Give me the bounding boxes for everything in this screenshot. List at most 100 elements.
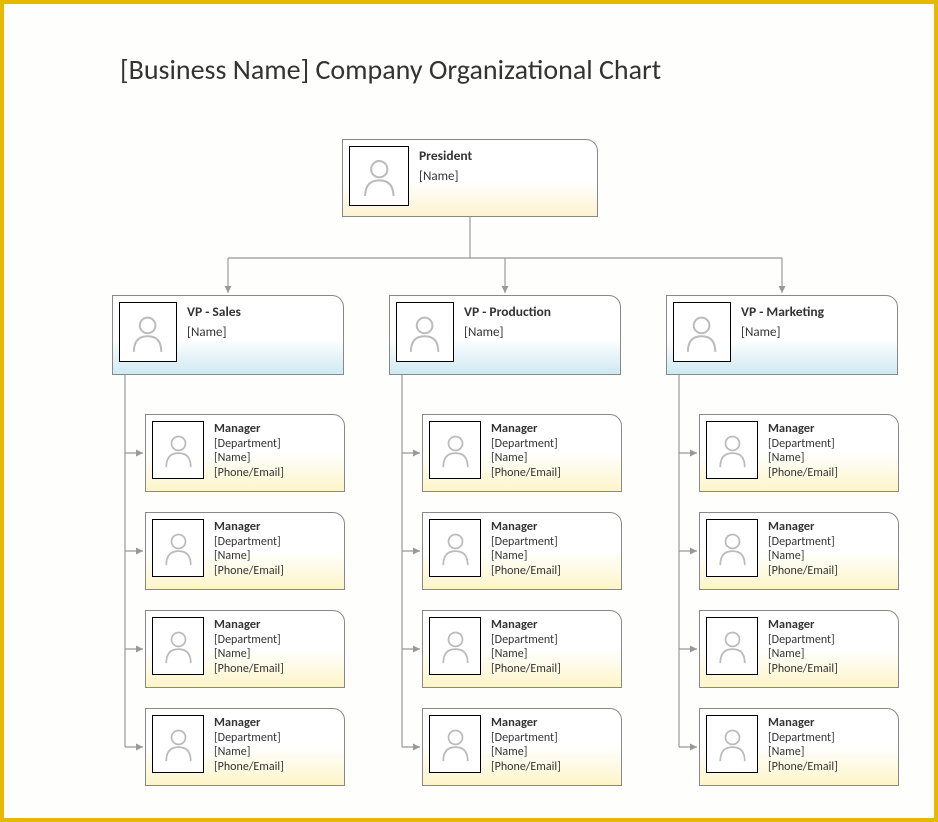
role-label: Manager — [214, 617, 284, 632]
person-icon — [161, 724, 196, 763]
avatar-placeholder — [152, 421, 204, 479]
avatar-placeholder — [673, 302, 731, 362]
contact-label: [Phone/Email] — [491, 760, 561, 774]
avatar-placeholder — [152, 715, 204, 773]
person-icon — [161, 626, 196, 665]
contact-label: [Phone/Email] — [214, 564, 284, 578]
manager-node: Manager[Department][Name][Phone/Email] — [422, 610, 622, 688]
person-icon — [438, 626, 473, 665]
name-label: [Name] — [491, 745, 561, 759]
contact-label: [Phone/Email] — [214, 662, 284, 676]
name-label: [Name] — [768, 745, 838, 759]
manager-node: Manager[Department][Name][Phone/Email] — [422, 414, 622, 492]
name-label: [Name] — [768, 647, 838, 661]
person-icon — [161, 430, 196, 469]
role-label: VP - Marketing — [741, 304, 824, 321]
avatar-placeholder — [706, 421, 758, 479]
contact-label: [Phone/Email] — [768, 760, 838, 774]
avatar-placeholder — [349, 146, 409, 206]
role-label: Manager — [768, 519, 838, 534]
manager-node: Manager[Department][Name][Phone/Email] — [145, 512, 345, 590]
role-label: VP - Sales — [187, 304, 241, 321]
avatar-placeholder — [429, 519, 481, 577]
role-label: VP - Production — [464, 304, 551, 321]
dept-label: [Department] — [768, 535, 838, 549]
avatar-placeholder — [706, 617, 758, 675]
role-label: Manager — [491, 617, 561, 632]
name-label: [Name] — [214, 549, 284, 563]
role-label: President — [419, 148, 472, 165]
name-label: [Name] — [768, 549, 838, 563]
contact-label: [Phone/Email] — [768, 466, 838, 480]
person-icon — [438, 724, 473, 763]
manager-node: Manager[Department][Name][Phone/Email] — [145, 708, 345, 786]
vp-node: VP - Marketing [Name] — [666, 295, 898, 375]
contact-label: [Phone/Email] — [491, 564, 561, 578]
dept-label: [Department] — [214, 633, 284, 647]
person-icon — [359, 156, 400, 197]
contact-label: [Phone/Email] — [491, 466, 561, 480]
contact-label: [Phone/Email] — [768, 564, 838, 578]
person-icon — [682, 312, 721, 353]
person-icon — [715, 430, 750, 469]
person-icon — [438, 528, 473, 567]
role-label: Manager — [214, 519, 284, 534]
person-icon — [715, 724, 750, 763]
person-icon — [715, 528, 750, 567]
role-label: Manager — [214, 421, 284, 436]
dept-label: [Department] — [214, 731, 284, 745]
dept-label: [Department] — [491, 535, 561, 549]
role-label: Manager — [214, 715, 284, 730]
contact-label: [Phone/Email] — [768, 662, 838, 676]
name-label: [Name] — [491, 549, 561, 563]
name-label: [Name] — [187, 325, 241, 341]
role-label: Manager — [491, 715, 561, 730]
contact-label: [Phone/Email] — [491, 662, 561, 676]
org-chart-frame: [Business Name] Company Organizational C… — [0, 0, 938, 822]
connector-lines — [4, 4, 938, 822]
role-label: Manager — [768, 421, 838, 436]
name-label: [Name] — [214, 647, 284, 661]
president-node: President [Name] — [342, 139, 598, 217]
vp-node: VP - Sales [Name] — [112, 295, 344, 375]
dept-label: [Department] — [768, 437, 838, 451]
avatar-placeholder — [429, 421, 481, 479]
dept-label: [Department] — [491, 731, 561, 745]
contact-label: [Phone/Email] — [214, 466, 284, 480]
manager-node: Manager[Department][Name][Phone/Email] — [145, 414, 345, 492]
vp-node: VP - Production [Name] — [389, 295, 621, 375]
role-label: Manager — [491, 421, 561, 436]
avatar-placeholder — [429, 715, 481, 773]
person-icon — [128, 312, 167, 353]
manager-node: Manager[Department][Name][Phone/Email] — [422, 512, 622, 590]
person-icon — [405, 312, 444, 353]
name-label: [Name] — [419, 169, 472, 185]
avatar-placeholder — [119, 302, 177, 362]
manager-node: Manager[Department][Name][Phone/Email] — [699, 414, 899, 492]
dept-label: [Department] — [768, 633, 838, 647]
person-icon — [715, 626, 750, 665]
avatar-placeholder — [706, 519, 758, 577]
manager-node: Manager[Department][Name][Phone/Email] — [699, 610, 899, 688]
avatar-placeholder — [396, 302, 454, 362]
role-label: Manager — [768, 715, 838, 730]
manager-node: Manager[Department][Name][Phone/Email] — [699, 708, 899, 786]
avatar-placeholder — [429, 617, 481, 675]
dept-label: [Department] — [491, 633, 561, 647]
role-label: Manager — [491, 519, 561, 534]
name-label: [Name] — [491, 647, 561, 661]
name-label: [Name] — [768, 451, 838, 465]
name-label: [Name] — [214, 451, 284, 465]
chart-title: [Business Name] Company Organizational C… — [120, 52, 661, 87]
manager-node: Manager[Department][Name][Phone/Email] — [422, 708, 622, 786]
name-label: [Name] — [491, 451, 561, 465]
role-label: Manager — [768, 617, 838, 632]
avatar-placeholder — [706, 715, 758, 773]
manager-node: Manager[Department][Name][Phone/Email] — [145, 610, 345, 688]
name-label: [Name] — [741, 325, 824, 341]
dept-label: [Department] — [491, 437, 561, 451]
dept-label: [Department] — [214, 437, 284, 451]
name-label: [Name] — [214, 745, 284, 759]
dept-label: [Department] — [214, 535, 284, 549]
contact-label: [Phone/Email] — [214, 760, 284, 774]
